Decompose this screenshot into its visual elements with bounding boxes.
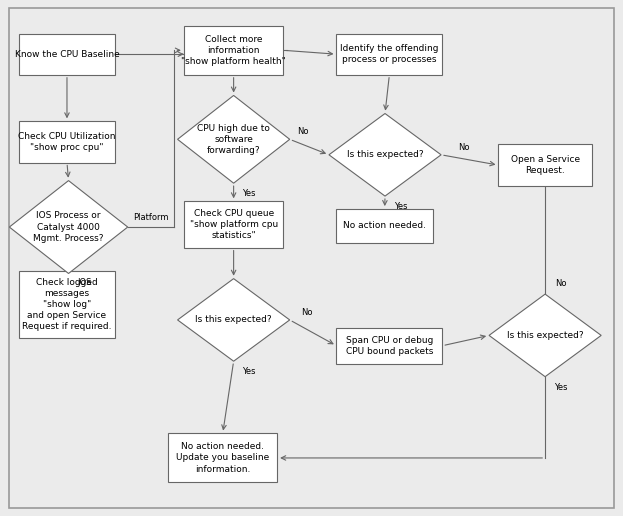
Text: CPU high due to
software
forwarding?: CPU high due to software forwarding? — [197, 124, 270, 155]
Text: Know the CPU Baseline: Know the CPU Baseline — [14, 50, 120, 59]
Text: Yes: Yes — [242, 367, 256, 376]
Text: Span CPU or debug
CPU bound packets: Span CPU or debug CPU bound packets — [346, 336, 433, 356]
Text: Identify the offending
process or processes: Identify the offending process or proces… — [340, 44, 439, 64]
Text: No: No — [458, 142, 469, 152]
FancyBboxPatch shape — [19, 121, 115, 163]
Text: Check CPU Utilization
"show proc cpu": Check CPU Utilization "show proc cpu" — [18, 132, 116, 152]
Text: No: No — [301, 308, 313, 317]
Text: Yes: Yes — [394, 202, 407, 211]
FancyBboxPatch shape — [336, 328, 442, 364]
FancyBboxPatch shape — [19, 271, 115, 338]
FancyBboxPatch shape — [184, 26, 283, 75]
Text: Platform: Platform — [133, 213, 169, 222]
Text: Check logged
messages
"show log"
and open Service
Request if required.: Check logged messages "show log" and ope… — [22, 278, 112, 331]
Text: IOS: IOS — [77, 278, 92, 287]
Text: No action needed.
Update you baseline
information.: No action needed. Update you baseline in… — [176, 442, 269, 474]
Text: Is this expected?: Is this expected? — [347, 150, 423, 159]
Text: IOS Process or
Catalyst 4000
Mgmt. Process?: IOS Process or Catalyst 4000 Mgmt. Proce… — [33, 212, 104, 243]
Polygon shape — [178, 95, 290, 183]
FancyBboxPatch shape — [336, 34, 442, 75]
FancyBboxPatch shape — [336, 209, 433, 243]
Text: No: No — [555, 279, 566, 288]
Text: Check CPU queue
"show platform cpu
statistics": Check CPU queue "show platform cpu stati… — [189, 209, 278, 240]
FancyBboxPatch shape — [498, 144, 592, 186]
FancyBboxPatch shape — [19, 34, 115, 75]
Text: No: No — [297, 127, 309, 136]
FancyBboxPatch shape — [168, 433, 277, 482]
Text: Yes: Yes — [554, 382, 568, 392]
Text: Open a Service
Request.: Open a Service Request. — [511, 155, 579, 175]
Text: No action needed.: No action needed. — [343, 221, 426, 230]
Polygon shape — [178, 279, 290, 361]
Polygon shape — [9, 181, 128, 273]
Polygon shape — [489, 294, 601, 377]
Text: Collect more
information
"show platform health": Collect more information "show platform … — [181, 35, 286, 66]
Text: Yes: Yes — [242, 189, 256, 198]
Text: Is this expected?: Is this expected? — [196, 315, 272, 325]
Text: Is this expected?: Is this expected? — [507, 331, 583, 340]
FancyBboxPatch shape — [184, 201, 283, 248]
Polygon shape — [329, 114, 441, 196]
